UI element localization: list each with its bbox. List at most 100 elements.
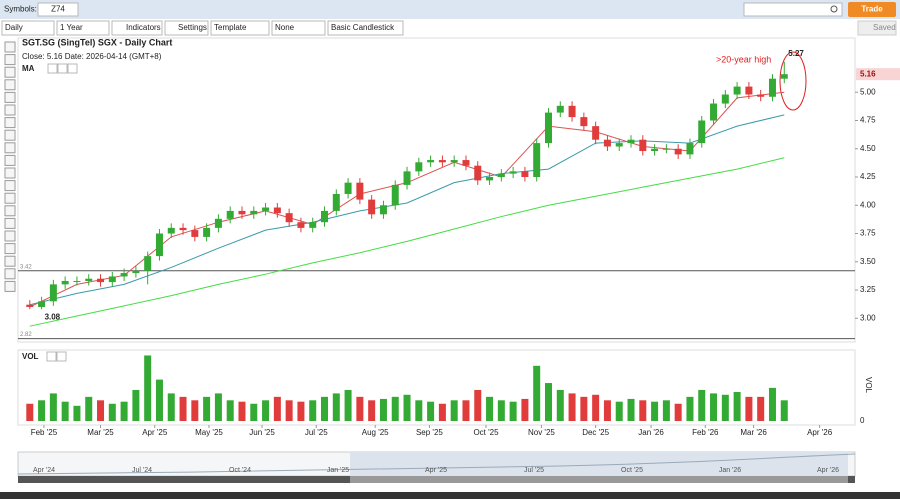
style-select[interactable]	[327, 20, 404, 36]
volume-bar	[486, 396, 494, 421]
scroll-thumb[interactable]	[350, 476, 848, 483]
candle-body	[662, 148, 670, 150]
indicators-button[interactable]	[111, 20, 163, 36]
volume-bar	[38, 400, 46, 421]
ma-toggle[interactable]	[47, 63, 58, 74]
volume-bar	[309, 400, 317, 421]
candle-body	[238, 210, 246, 215]
range-label: 1 Year	[60, 23, 83, 32]
hline-label: 3.42	[20, 264, 32, 270]
volume-bar	[379, 398, 387, 421]
candle-body	[427, 160, 435, 163]
candle-body	[226, 210, 234, 219]
volume-bar	[639, 400, 647, 421]
y-tick-label: 4.75	[860, 116, 876, 125]
candle-body	[85, 278, 93, 281]
x-tick-label: Apr '25	[142, 428, 168, 437]
none-label: None	[275, 23, 295, 32]
volume-bar	[662, 400, 670, 421]
interval-select[interactable]	[1, 20, 55, 36]
candle-body	[332, 193, 340, 211]
volume-bar	[238, 401, 246, 421]
volume-bar	[533, 365, 541, 421]
tool-icon	[4, 117, 16, 129]
navigator-label: Jan '25	[327, 467, 349, 474]
volume-bar	[403, 394, 411, 421]
volume-bar	[415, 400, 423, 421]
y-tick-label: 3.25	[860, 285, 876, 294]
candle-body	[155, 233, 163, 257]
volume-bar	[344, 389, 352, 421]
candle-body	[344, 182, 352, 194]
candle-body	[214, 218, 222, 228]
volume-panel	[17, 349, 856, 426]
template-select[interactable]	[210, 20, 270, 36]
candle-body	[391, 184, 399, 206]
navigator-window[interactable]	[350, 452, 848, 476]
candle-body	[768, 78, 776, 97]
tool-icon	[4, 230, 16, 242]
candle-body	[556, 105, 564, 113]
candle-body	[403, 171, 411, 185]
candle-body	[38, 301, 46, 307]
volume-bar	[757, 396, 765, 421]
y-tick-label: 5.00	[860, 87, 876, 96]
candle-body	[191, 230, 199, 237]
volume-bar	[144, 355, 152, 421]
trade-button[interactable]	[848, 2, 896, 17]
ma-settings[interactable]	[57, 63, 68, 74]
price-panel	[17, 37, 856, 343]
range-select[interactable]	[56, 20, 110, 36]
candle-body	[521, 171, 529, 178]
navigator-label: Apr '25	[425, 467, 447, 474]
volume-bar	[391, 396, 399, 421]
tool-icon	[4, 104, 16, 116]
tool-icon	[4, 142, 16, 154]
volume-bar	[721, 394, 729, 421]
settings-button[interactable]	[164, 20, 209, 36]
x-tick-label: Feb '26	[692, 428, 719, 437]
volume-bar	[49, 393, 57, 421]
search-input[interactable]	[743, 2, 843, 17]
tool-icon	[4, 192, 16, 204]
saved-label: Saved	[873, 23, 896, 32]
tool-icon	[4, 129, 16, 141]
vol-remove[interactable]	[56, 351, 67, 362]
volume-bar	[108, 403, 116, 421]
volume-bar	[85, 396, 93, 421]
volume-bar	[250, 403, 258, 421]
navigator-label: Apr '26	[817, 467, 839, 474]
x-tick-label: Nov '25	[528, 428, 555, 437]
tool-icon	[4, 280, 16, 292]
tool-icon	[4, 255, 16, 267]
volume-bar	[203, 396, 211, 421]
candle-body	[49, 284, 57, 302]
ma-remove[interactable]	[67, 63, 78, 74]
interval-label: Daily	[5, 23, 23, 32]
style-label: Basic Candlestick	[331, 23, 395, 32]
saved-button[interactable]	[857, 20, 897, 36]
none-select[interactable]	[271, 20, 326, 36]
x-tick-label: Jul '25	[305, 428, 328, 437]
candle-body	[297, 222, 305, 228]
candle-body	[73, 280, 81, 282]
vol-settings[interactable]	[46, 351, 57, 362]
candle-body	[438, 160, 446, 163]
candle-body	[497, 173, 505, 178]
symbol-input[interactable]	[37, 2, 79, 17]
candle-body	[603, 139, 611, 147]
volume-bar	[297, 401, 305, 421]
volume-bar	[73, 405, 81, 421]
close-info: Close: 5.16 Date: 2026-04-14 (GMT+8)	[22, 52, 162, 61]
candle-body	[592, 126, 600, 140]
volume-bar	[450, 400, 458, 421]
symbols-label: Symbols:	[4, 5, 37, 14]
volume-bar	[262, 400, 270, 421]
volume-bar	[686, 396, 694, 421]
volume-bar	[497, 400, 505, 421]
tool-icon	[4, 79, 16, 91]
candle-body	[580, 117, 588, 127]
volume-bar	[132, 389, 140, 421]
moving-average	[29, 157, 785, 327]
volume-bar	[179, 396, 187, 421]
